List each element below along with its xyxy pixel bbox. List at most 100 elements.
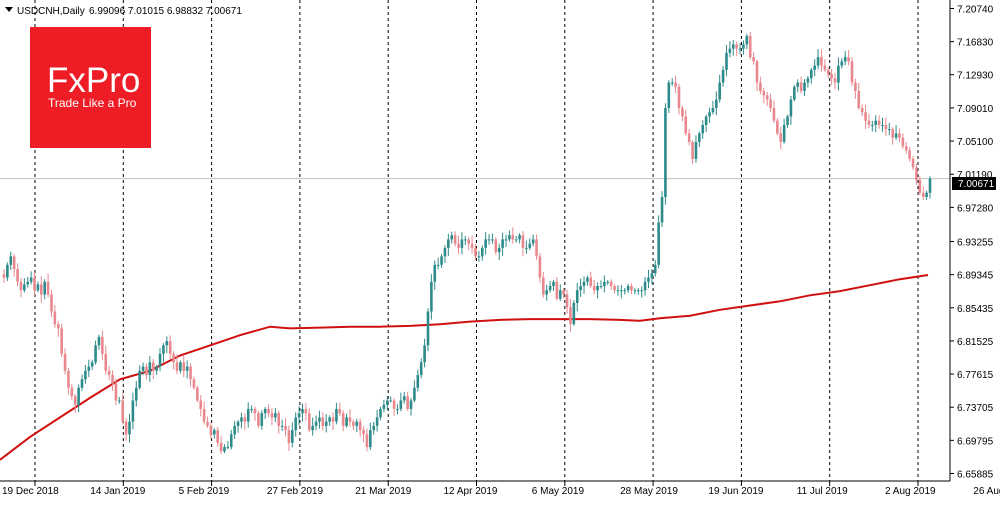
- candle: [745, 33, 749, 50]
- candle-body: [6, 264, 9, 278]
- candle-body: [236, 421, 240, 426]
- candle-body: [16, 269, 19, 282]
- logo-background: [30, 27, 151, 148]
- candle: [467, 236, 470, 251]
- candle: [742, 40, 745, 55]
- candle: [111, 370, 114, 391]
- candle-body: [114, 383, 118, 401]
- x-tick-label: 12 Apr 2019: [444, 486, 498, 497]
- candle: [708, 107, 711, 123]
- candle-body: [565, 294, 569, 308]
- candle: [769, 93, 772, 113]
- candle: [182, 355, 186, 378]
- candle: [752, 51, 755, 65]
- candle-body: [796, 82, 800, 87]
- candle-body: [592, 286, 596, 291]
- candle: [145, 363, 148, 380]
- candle: [60, 323, 63, 358]
- candle: [6, 262, 9, 281]
- candle-body: [925, 192, 928, 198]
- candle-body: [87, 366, 91, 371]
- candle-body: [528, 243, 532, 248]
- candle-body: [467, 239, 470, 244]
- candle-body: [419, 362, 423, 376]
- candle: [168, 335, 172, 359]
- candle-body: [172, 353, 175, 363]
- candle: [548, 280, 552, 293]
- candle-body: [742, 44, 745, 49]
- y-tick-label: 6.85435: [957, 304, 994, 315]
- candle-body: [219, 442, 223, 452]
- candle-body: [664, 108, 667, 198]
- candle-body: [572, 302, 576, 325]
- candle: [321, 412, 325, 431]
- candle-body: [423, 345, 426, 363]
- candle-body: [124, 421, 128, 435]
- candle: [704, 114, 708, 132]
- candle: [843, 50, 847, 66]
- candle-body: [267, 408, 270, 414]
- candle-body: [307, 413, 311, 431]
- x-tick-label: 6 May 2019: [532, 486, 585, 497]
- candle-body: [864, 112, 867, 121]
- candle: [796, 79, 800, 93]
- candle-body: [369, 430, 372, 448]
- candle: [94, 340, 97, 365]
- triangle-down-icon: [5, 7, 13, 12]
- candle: [701, 120, 705, 139]
- x-tick-label: 5 Feb 2019: [179, 486, 230, 497]
- candle: [101, 330, 104, 360]
- candle: [70, 383, 74, 401]
- candle: [141, 362, 145, 375]
- candle: [711, 101, 715, 115]
- candle: [440, 254, 443, 268]
- candle: [416, 369, 420, 392]
- candle: [840, 58, 844, 69]
- candle: [213, 428, 216, 439]
- candle-body: [328, 417, 331, 422]
- candle-body: [826, 69, 830, 75]
- candle-body: [97, 336, 101, 346]
- candle: [613, 283, 616, 294]
- candle: [681, 105, 684, 122]
- candle-body: [681, 108, 684, 117]
- candle: [382, 399, 386, 413]
- candle: [355, 418, 359, 433]
- candle-body: [392, 400, 396, 409]
- candle: [694, 135, 698, 163]
- candle-body: [111, 375, 114, 384]
- candle: [179, 360, 182, 374]
- candle: [379, 406, 382, 421]
- candle-body: [511, 235, 515, 240]
- candle-body: [56, 324, 60, 329]
- candle: [40, 276, 43, 303]
- candle: [664, 103, 667, 205]
- candle: [772, 100, 776, 124]
- candle-body: [77, 387, 80, 405]
- candle-body: [9, 256, 13, 265]
- candle-body: [260, 413, 264, 426]
- candle: [918, 176, 922, 196]
- candle: [806, 76, 810, 88]
- candle: [925, 190, 928, 200]
- candle-body: [579, 286, 582, 291]
- candle-body: [670, 82, 674, 84]
- candle: [484, 232, 487, 255]
- candle-body: [677, 86, 681, 109]
- candle-body: [151, 362, 155, 371]
- candle-body: [416, 375, 420, 388]
- candle: [107, 366, 111, 381]
- candle-body: [12, 256, 16, 270]
- candle-body: [701, 124, 705, 134]
- candle-body: [189, 366, 192, 380]
- candle: [820, 49, 823, 72]
- candles-layer: [2, 31, 932, 454]
- candle: [755, 59, 759, 91]
- candle-body: [433, 264, 437, 282]
- candle-body: [277, 413, 281, 426]
- candle-body: [871, 124, 874, 126]
- candle-body: [738, 48, 742, 50]
- candle: [728, 41, 732, 58]
- candle: [80, 374, 84, 392]
- candle-body: [708, 112, 711, 117]
